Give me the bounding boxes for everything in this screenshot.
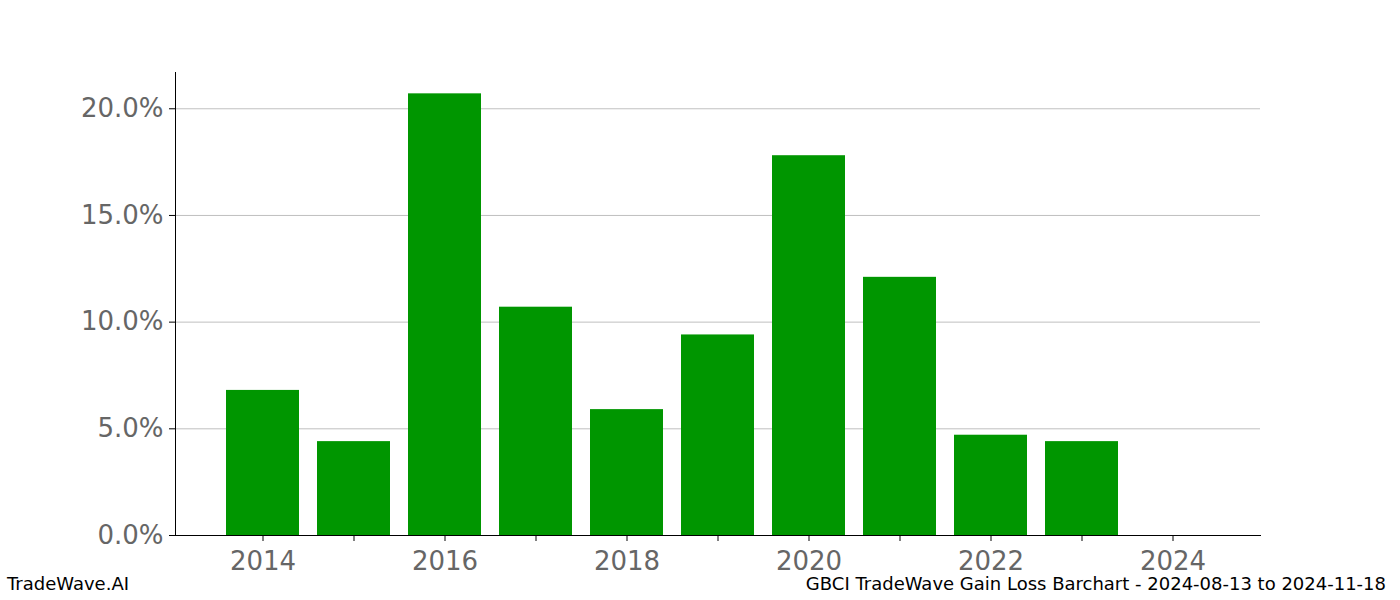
svg-text:2014: 2014 xyxy=(230,546,296,576)
svg-text:0.0%: 0.0% xyxy=(97,520,163,550)
svg-text:10.0%: 10.0% xyxy=(81,306,164,336)
html-text:GBCI TradeWave Gain Loss Barch: GBCI TradeWave Gain Loss Barchart - 2024… xyxy=(805,573,1386,594)
svg-text:5.0%: 5.0% xyxy=(97,413,163,443)
svg-text:20.0%: 20.0% xyxy=(81,93,164,123)
html-text:TradeWave.AI: TradeWave.AI xyxy=(7,573,129,594)
svg-text:2016: 2016 xyxy=(412,546,478,576)
svg-text:2018: 2018 xyxy=(594,546,660,576)
svg-text:2024: 2024 xyxy=(1140,546,1206,576)
svg-text:2020: 2020 xyxy=(776,546,842,576)
svg-text:15.0%: 15.0% xyxy=(81,200,164,230)
svg-text:2022: 2022 xyxy=(958,546,1024,576)
